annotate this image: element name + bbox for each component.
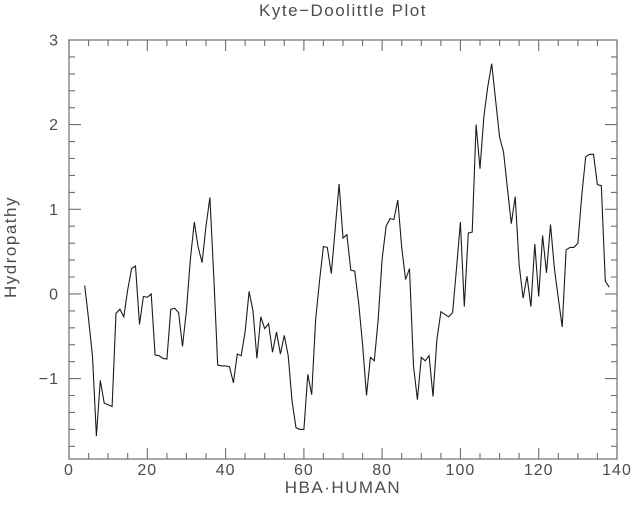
y-tick-label: 0 bbox=[49, 286, 59, 303]
x-tick-label: 140 bbox=[602, 462, 632, 479]
x-tick-label: 0 bbox=[64, 462, 74, 479]
x-tick-label: 60 bbox=[294, 462, 314, 479]
chart-title: Kyte−Doolittle Plot bbox=[259, 1, 427, 20]
x-tick-label: 40 bbox=[216, 462, 236, 479]
x-axis-label: HBA·HUMAN bbox=[284, 478, 402, 497]
x-tick-label: 100 bbox=[446, 462, 476, 479]
y-tick-label: 1 bbox=[49, 202, 59, 219]
y-tick-label: 2 bbox=[49, 117, 59, 134]
x-tick-label: 20 bbox=[137, 462, 157, 479]
hydropathy-curve bbox=[84, 63, 610, 437]
y-tick-label: 3 bbox=[49, 33, 59, 50]
x-tick-label: 120 bbox=[524, 462, 554, 479]
axis-ticks bbox=[68, 39, 618, 459]
y-tick-label: −1 bbox=[39, 371, 59, 388]
y-axis-label: Hydropathy bbox=[1, 196, 20, 298]
x-tick-label: 80 bbox=[372, 462, 392, 479]
